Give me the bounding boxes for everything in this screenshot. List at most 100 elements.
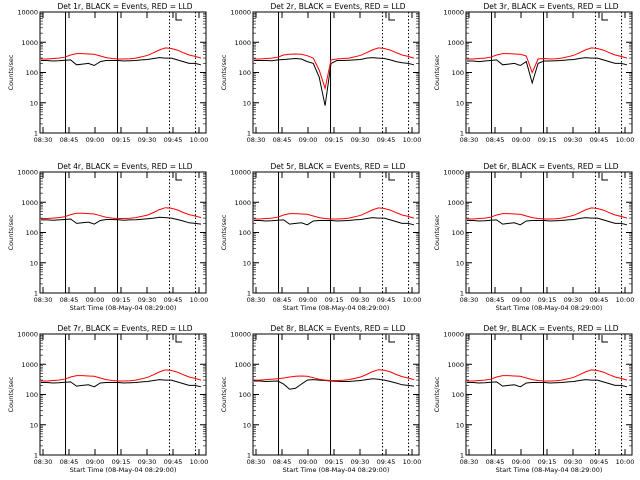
x-tick-label: 09:15 (325, 136, 344, 144)
plot-frame (252, 333, 420, 456)
y-tick-label: 1000 (21, 199, 38, 207)
y-tick-label: 1 (460, 130, 464, 138)
x-tick-label: 08:30 (247, 136, 266, 144)
y-tick-label: 1 (34, 290, 38, 298)
lld-series-line (254, 47, 415, 91)
panel-title: Det 7r, BLACK = Events, RED = LLD (57, 324, 192, 333)
y-tick-label: 100 (239, 391, 251, 399)
lld-series-line (41, 47, 202, 60)
x-tick-label: 09:30 (564, 458, 583, 466)
x-tick-label: 09:30 (351, 458, 370, 466)
y-axis-label: Counts/sec (433, 376, 441, 412)
y-tick-label: 1 (460, 290, 464, 298)
x-tick-label: 08:30 (247, 296, 266, 304)
y-tick-label: 10000 (443, 331, 464, 339)
time-bracket (388, 335, 395, 343)
plot-frame (465, 333, 633, 456)
lld-series-line (467, 47, 628, 74)
panel-title: Det 3r, BLACK = Events, RED = LLD (483, 2, 618, 11)
y-tick-label: 100 (452, 69, 464, 77)
lld-series-line (254, 369, 415, 381)
events-series-line (41, 216, 202, 225)
x-axis-label: Start Time (08-May-04 08:29:00) (70, 466, 177, 474)
x-tick-label: 09:15 (538, 296, 557, 304)
x-tick-label: 09:15 (538, 136, 557, 144)
y-tick-label: 1000 (447, 199, 464, 207)
events-series-line (467, 379, 628, 388)
y-axis-label: Counts/sec (220, 54, 228, 90)
panel-title: Det 2r, BLACK = Events, RED = LLD (270, 2, 405, 11)
x-tick-label: 08:30 (460, 296, 479, 304)
x-tick-label: 09:15 (112, 296, 131, 304)
events-series-line (41, 57, 202, 67)
panel-4: Det 4r, BLACK = Events, RED = LLD 1 10 100 1… (7, 162, 208, 312)
x-tick-label: 09:45 (590, 296, 609, 304)
y-axis-label: Counts/sec (7, 376, 15, 412)
lld-series-line (254, 207, 415, 220)
y-tick-label: 1 (34, 452, 38, 460)
panel-6: Det 6r, BLACK = Events, RED = LLD 1 10 100 1… (433, 162, 634, 312)
y-tick-label: 10 (456, 99, 464, 107)
y-tick-label: 1000 (21, 39, 38, 47)
x-tick-label: 09:30 (564, 136, 583, 144)
x-tick-label: 09:30 (351, 296, 370, 304)
y-tick-label: 100 (239, 229, 251, 237)
x-tick-label: 09:30 (351, 136, 370, 144)
y-tick-label: 10 (243, 421, 251, 429)
panel-title: Det 8r, BLACK = Events, RED = LLD (270, 324, 405, 333)
x-tick-label: 08:30 (34, 458, 53, 466)
y-tick-label: 100 (26, 69, 38, 77)
x-tick-label: 08:45 (273, 296, 292, 304)
time-bracket (175, 173, 182, 181)
y-tick-label: 10 (30, 99, 38, 107)
x-tick-label: 08:30 (34, 296, 53, 304)
time-bracket (175, 13, 182, 21)
x-tick-label: 09:00 (299, 458, 318, 466)
x-tick-label: 09:00 (86, 296, 105, 304)
plot-frame (39, 171, 207, 294)
x-tick-label: 09:00 (299, 136, 318, 144)
x-tick-label: 09:45 (590, 136, 609, 144)
y-tick-label: 10000 (230, 9, 251, 17)
x-tick-label: 09:45 (164, 136, 183, 144)
x-tick-label: 10:00 (403, 136, 422, 144)
y-tick-label: 10 (243, 99, 251, 107)
events-series-line (254, 57, 415, 106)
y-tick-label: 1000 (234, 39, 251, 47)
y-axis-label: Counts/sec (220, 214, 228, 250)
x-tick-label: 08:45 (486, 136, 505, 144)
panel-title: Det 1r, BLACK = Events, RED = LLD (57, 2, 192, 11)
time-bracket (601, 335, 608, 343)
time-bracket (601, 13, 608, 21)
panel-5: Det 5r, BLACK = Events, RED = LLD 1 10 100 1… (220, 162, 421, 312)
panel-title: Det 9r, BLACK = Events, RED = LLD (483, 324, 618, 333)
x-tick-label: 09:15 (112, 458, 131, 466)
time-bracket (388, 13, 395, 21)
events-series-line (254, 378, 415, 390)
x-tick-label: 09:00 (512, 296, 531, 304)
panel-title: Det 5r, BLACK = Events, RED = LLD (270, 162, 405, 171)
x-tick-label: 10:00 (190, 136, 209, 144)
y-tick-label: 10000 (443, 169, 464, 177)
time-bracket (175, 335, 182, 343)
plot-frame (39, 333, 207, 456)
x-tick-label: 10:00 (403, 296, 422, 304)
plot-frame (465, 171, 633, 294)
x-axis-label: Start Time (08-May-04 08:29:00) (70, 304, 177, 312)
y-tick-label: 10 (456, 259, 464, 267)
x-axis-label: Start Time (08-May-04 08:29:00) (283, 466, 390, 474)
x-tick-label: 08:30 (460, 136, 479, 144)
lld-series-line (41, 369, 202, 382)
x-tick-label: 08:30 (460, 458, 479, 466)
x-tick-label: 09:45 (164, 458, 183, 466)
x-tick-label: 10:00 (403, 458, 422, 466)
panel-8: Det 8r, BLACK = Events, RED = LLD 1 10 100 1… (220, 324, 421, 474)
time-bracket (601, 173, 608, 181)
panel-1: Det 1r, BLACK = Events, RED = LLD 1 10 100 1… (7, 2, 208, 144)
x-tick-label: 08:45 (60, 136, 79, 144)
x-tick-label: 09:15 (112, 136, 131, 144)
panel-title: Det 6r, BLACK = Events, RED = LLD (483, 162, 618, 171)
events-series-line (41, 379, 202, 388)
y-tick-label: 100 (26, 391, 38, 399)
